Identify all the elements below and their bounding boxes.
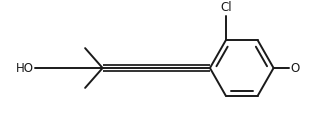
Text: HO: HO [15, 61, 33, 74]
Text: Cl: Cl [220, 1, 232, 14]
Text: O: O [290, 61, 299, 74]
